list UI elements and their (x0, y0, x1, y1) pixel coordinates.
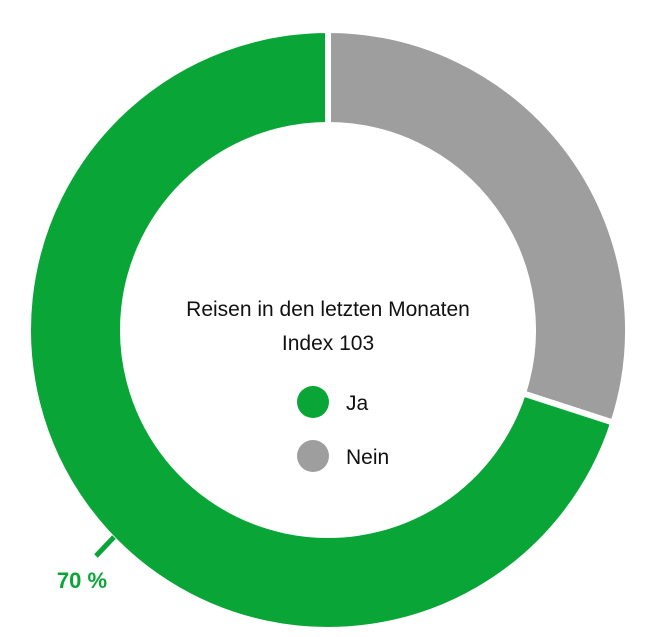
donut-slices (25, 26, 631, 633)
chart-title: Reisen in den letzten Monaten (186, 298, 470, 321)
leader-line-ja (94, 535, 116, 558)
chart-subtitle: Index 103 (282, 332, 374, 355)
legend-swatch-ja (297, 386, 329, 418)
data-label-leader-lines (94, 535, 116, 558)
data-label-ja: 70 % (57, 568, 107, 593)
donut-slice-ja (25, 26, 618, 633)
legend-swatch-nein (297, 440, 329, 472)
legend: Ja Nein (297, 386, 389, 472)
legend-label-nein: Nein (346, 446, 389, 469)
donut-slice-nein (325, 26, 631, 427)
legend-label-ja: Ja (346, 392, 369, 415)
